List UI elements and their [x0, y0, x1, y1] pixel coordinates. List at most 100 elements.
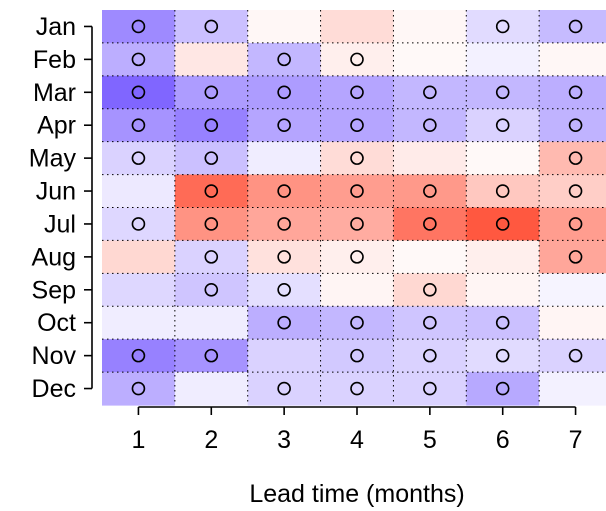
heatmap-cell-jul-4: [320, 207, 395, 242]
significance-marker: [277, 381, 291, 396]
heatmap-cell-feb-2: [174, 42, 249, 77]
significance-marker: [568, 184, 583, 198]
y-tick-label-apr: Apr: [37, 112, 76, 140]
heatmap-cell-nov-6: [466, 339, 540, 373]
significance-marker: [350, 250, 364, 264]
heatmap-cell-oct-3: [247, 306, 322, 340]
significance-marker: [495, 315, 510, 330]
significance-marker: [423, 282, 437, 297]
heatmap-cell-aug-4: [320, 240, 395, 274]
y-tick-label-may: May: [29, 145, 77, 173]
heatmap-cell-jul-6: [466, 207, 540, 242]
heatmap-cell-feb-3: [247, 42, 322, 77]
significance-marker: [350, 118, 364, 133]
significance-marker: [423, 348, 437, 363]
heatmap-cell-may-5: [393, 141, 467, 176]
heatmap-cell-feb-4: [320, 42, 395, 77]
heatmap-cell-nov-2: [174, 339, 249, 373]
significance-marker: [495, 85, 510, 100]
significance-marker: [277, 282, 291, 297]
heatmap-cell-jul-7: [539, 207, 606, 242]
heatmap-cell-sep-1: [102, 273, 176, 307]
heatmap-cell-aug-5: [393, 240, 467, 274]
heatmap-cell-nov-7: [539, 339, 606, 373]
heatmap-cell-aug-3: [247, 240, 322, 274]
heatmap-cell-dec-6: [466, 372, 540, 406]
x-axis-title: Lead time (months): [249, 480, 464, 508]
heatmap-cell-oct-4: [320, 306, 395, 340]
y-axis: Jan Feb Mar Apr May Jun Jul Aug Sep Oct Nov Dec: [29, 13, 93, 403]
significance-marker: [131, 348, 146, 363]
heatmap-cell-jun-5: [393, 174, 467, 209]
heatmap-cell-sep-7: [539, 273, 606, 307]
heatmap-cell-oct-2: [174, 306, 249, 340]
significance-marker: [568, 217, 583, 231]
significance-marker: [495, 348, 510, 363]
x-tick-label-1: 1: [131, 426, 145, 454]
heatmap-cell-jun-7: [539, 174, 606, 209]
heatmap-cell-feb-5: [393, 42, 467, 77]
heatmap-cell-dec-2: [174, 372, 249, 406]
y-tick-label-nov: Nov: [32, 342, 77, 370]
significance-marker: [131, 151, 146, 165]
heatmap-cell-apr-3: [247, 108, 322, 143]
significance-marker: [350, 184, 364, 198]
y-tick-label-oct: Oct: [37, 309, 76, 337]
significance-marker: [423, 381, 437, 396]
heatmap-cell-nov-3: [247, 339, 322, 373]
heatmap-cell-may-7: [539, 141, 606, 176]
heatmap-cell-feb-1: [102, 42, 176, 77]
heatmap-cell-mar-1: [102, 75, 176, 110]
y-tick-label-jun: Jun: [36, 178, 76, 206]
heatmap-cell-dec-7: [539, 372, 606, 406]
heatmap-cell-jan-5: [393, 10, 467, 44]
significance-marker: [204, 118, 219, 133]
heatmap-cell-jan-7: [539, 10, 606, 44]
significance-marker: [350, 85, 364, 100]
heatmap-cell-aug-7: [539, 240, 606, 274]
heatmap-cell-oct-5: [393, 306, 467, 340]
significance-marker: [131, 85, 146, 100]
heatmap-cell-feb-7: [539, 42, 606, 77]
heatmap-cell-mar-6: [466, 75, 540, 110]
heatmap-cell-jan-6: [466, 10, 540, 44]
significance-marker: [568, 118, 583, 133]
significance-marker: [204, 184, 219, 198]
heatmap-cell-may-3: [247, 141, 322, 176]
y-tick-label-jul: Jul: [44, 210, 76, 238]
significance-marker: [423, 217, 437, 231]
heatmap-cell-nov-5: [393, 339, 467, 373]
significance-marker: [277, 250, 291, 264]
heatmap-cell-sep-5: [393, 273, 467, 307]
heatmap-cell-mar-4: [320, 75, 395, 110]
y-tick-label-feb: Feb: [33, 46, 76, 74]
x-axis: 1 2 3 4 5 6 7: [131, 406, 583, 454]
significance-marker: [204, 217, 219, 231]
significance-marker: [495, 381, 510, 396]
significance-marker: [568, 19, 583, 34]
heatmap-cell-apr-1: [102, 108, 176, 143]
heatmap-cell-aug-6: [466, 240, 540, 274]
significance-marker: [350, 217, 364, 231]
x-tick-label-6: 6: [496, 426, 510, 454]
heatmap-cell-apr-6: [466, 108, 540, 143]
heatmap-cell-jul-5: [393, 207, 467, 242]
heatmap-cell-oct-6: [466, 306, 540, 340]
significance-marker: [495, 118, 510, 133]
significance-marker: [495, 217, 510, 231]
heatmap-cell-apr-7: [539, 108, 606, 143]
heatmap-cell-jul-2: [174, 207, 249, 242]
grid-lines: [102, 10, 606, 405]
significance-marker: [131, 52, 146, 67]
significance-marker: [204, 85, 219, 100]
heatmap-cell-dec-4: [320, 372, 395, 406]
x-tick-label-4: 4: [350, 426, 364, 454]
heatmap-cell-apr-5: [393, 108, 467, 143]
heatmap-cell-dec-1: [102, 372, 176, 406]
significance-marker: [204, 282, 219, 297]
significance-marker: [131, 217, 146, 231]
significance-marker: [568, 250, 583, 264]
heatmap-cell-oct-1: [102, 306, 176, 340]
significance-marker: [204, 151, 219, 165]
